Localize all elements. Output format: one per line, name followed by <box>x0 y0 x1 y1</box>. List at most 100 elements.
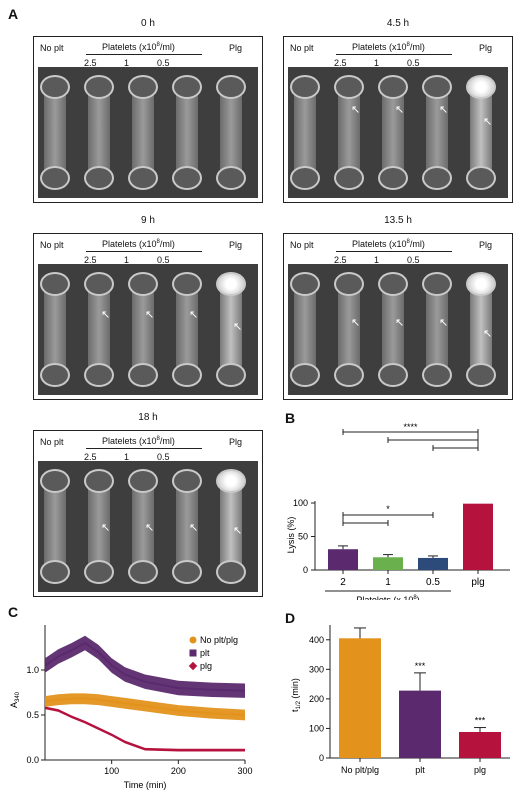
y-tick-label: 400 <box>309 635 324 645</box>
well-bottom <box>172 560 202 584</box>
lane <box>88 471 110 582</box>
bar <box>399 690 441 758</box>
series-band <box>45 635 245 698</box>
y-tick-label: 50 <box>298 532 308 542</box>
well-top <box>128 272 158 296</box>
well-top <box>172 75 202 99</box>
lane <box>44 471 66 582</box>
well-bottom <box>216 560 246 584</box>
timepoint-label: 13.5 h <box>384 215 412 226</box>
platelets-bracket <box>86 54 202 55</box>
well-bottom <box>84 560 114 584</box>
y-tick-label: 0.5 <box>26 710 39 720</box>
bar <box>418 557 448 570</box>
legend-marker <box>189 649 197 657</box>
y-tick-label: 100 <box>293 498 308 508</box>
y-axis-label: t1/2 (min) <box>290 678 302 712</box>
well-plate-photo: ↖ ↖ ↖ ↖ <box>38 264 258 395</box>
y-tick-label: 100 <box>309 723 324 733</box>
well-top <box>422 272 452 296</box>
lane <box>294 77 316 188</box>
well-top <box>172 469 202 493</box>
conc-label: 2.5 <box>334 255 347 265</box>
well-plate-photo: ↖ ↖ ↖ ↖ <box>288 67 508 198</box>
conc-label: 1 <box>124 452 130 462</box>
well-bottom <box>172 363 202 387</box>
lysis-front-arrow-icon: ↖ <box>351 317 361 329</box>
lane <box>132 274 154 385</box>
conc-label: 2.5 <box>84 58 97 68</box>
y-axis-label: A340 <box>9 691 21 708</box>
lysis-front-arrow-icon: ↖ <box>233 321 243 333</box>
well-top <box>40 75 70 99</box>
well-bottom <box>378 363 408 387</box>
y-axis-label: Lysis (%) <box>286 517 296 554</box>
y-tick-label: 0.0 <box>26 755 39 765</box>
y-tick-label: 1.0 <box>26 665 39 675</box>
panel-label-c: C <box>8 604 19 620</box>
series-line <box>44 641 246 692</box>
well-top <box>84 272 114 296</box>
well-top <box>216 75 246 99</box>
photo-panel-0: 0 h No plt Platelets (x108/ml) Plg 2.5 1… <box>33 18 263 203</box>
conc-label: 2.5 <box>334 58 347 68</box>
well-bottom <box>290 166 320 190</box>
well-bottom <box>40 560 70 584</box>
timepoint-label: 0 h <box>141 18 155 29</box>
well-top <box>216 272 246 296</box>
x-tick-label: 1 <box>385 577 391 588</box>
panel-label-a: A <box>8 6 19 22</box>
plg-label: Plg <box>479 43 493 53</box>
well-top <box>422 75 452 99</box>
sig-marker: *** <box>415 661 426 671</box>
lane <box>88 77 110 188</box>
lane <box>176 274 198 385</box>
lane <box>382 77 404 188</box>
well-top <box>290 75 320 99</box>
legend-label: plg <box>200 661 212 671</box>
lysis-front-arrow-icon: ↖ <box>101 309 111 321</box>
well-top <box>378 75 408 99</box>
well-top <box>334 75 364 99</box>
lane <box>220 274 242 385</box>
conc-label: 1 <box>124 255 130 265</box>
conc-label: 1 <box>374 255 380 265</box>
lysis-front-arrow-icon: ↖ <box>483 116 493 128</box>
well-top <box>334 272 364 296</box>
well-top <box>128 75 158 99</box>
lysis-front-arrow-icon: ↖ <box>351 104 361 116</box>
well-bottom <box>422 363 452 387</box>
well-bottom <box>290 363 320 387</box>
x-axis-label: Time (min) <box>124 780 167 790</box>
platelets-header: Platelets (x108/ml) <box>102 436 175 446</box>
well-plate-photo: ↖ ↖ ↖ ↖ <box>38 461 258 592</box>
no-plt-label: No plt <box>40 437 64 447</box>
sig-marker: *** <box>475 716 486 726</box>
conc-label: 0.5 <box>407 255 420 265</box>
lysis-front-arrow-icon: ↖ <box>101 522 111 534</box>
well-plate-photo <box>38 67 258 198</box>
lane <box>44 274 66 385</box>
well-bottom <box>84 166 114 190</box>
lane <box>382 274 404 385</box>
well-bottom <box>128 166 158 190</box>
well-top <box>466 75 496 99</box>
lane <box>176 471 198 582</box>
platelets-header: Platelets (x108/ml) <box>352 239 425 249</box>
lysis-front-arrow-icon: ↖ <box>145 309 155 321</box>
lane <box>338 274 360 385</box>
no-plt-label: No plt <box>290 43 314 53</box>
well-bottom <box>466 166 496 190</box>
series-line <box>44 697 246 716</box>
platelets-bracket <box>336 251 452 252</box>
series-line <box>44 706 245 752</box>
y-tick-label: 0 <box>319 753 324 763</box>
x-tick-label: 2 <box>340 577 346 588</box>
well-bottom <box>466 363 496 387</box>
y-tick-label: 0 <box>303 565 308 575</box>
platelets-bracket <box>86 448 202 449</box>
well-bottom <box>334 363 364 387</box>
no-plt-label: No plt <box>290 240 314 250</box>
conc-label: 1 <box>374 58 380 68</box>
bar <box>339 638 381 758</box>
